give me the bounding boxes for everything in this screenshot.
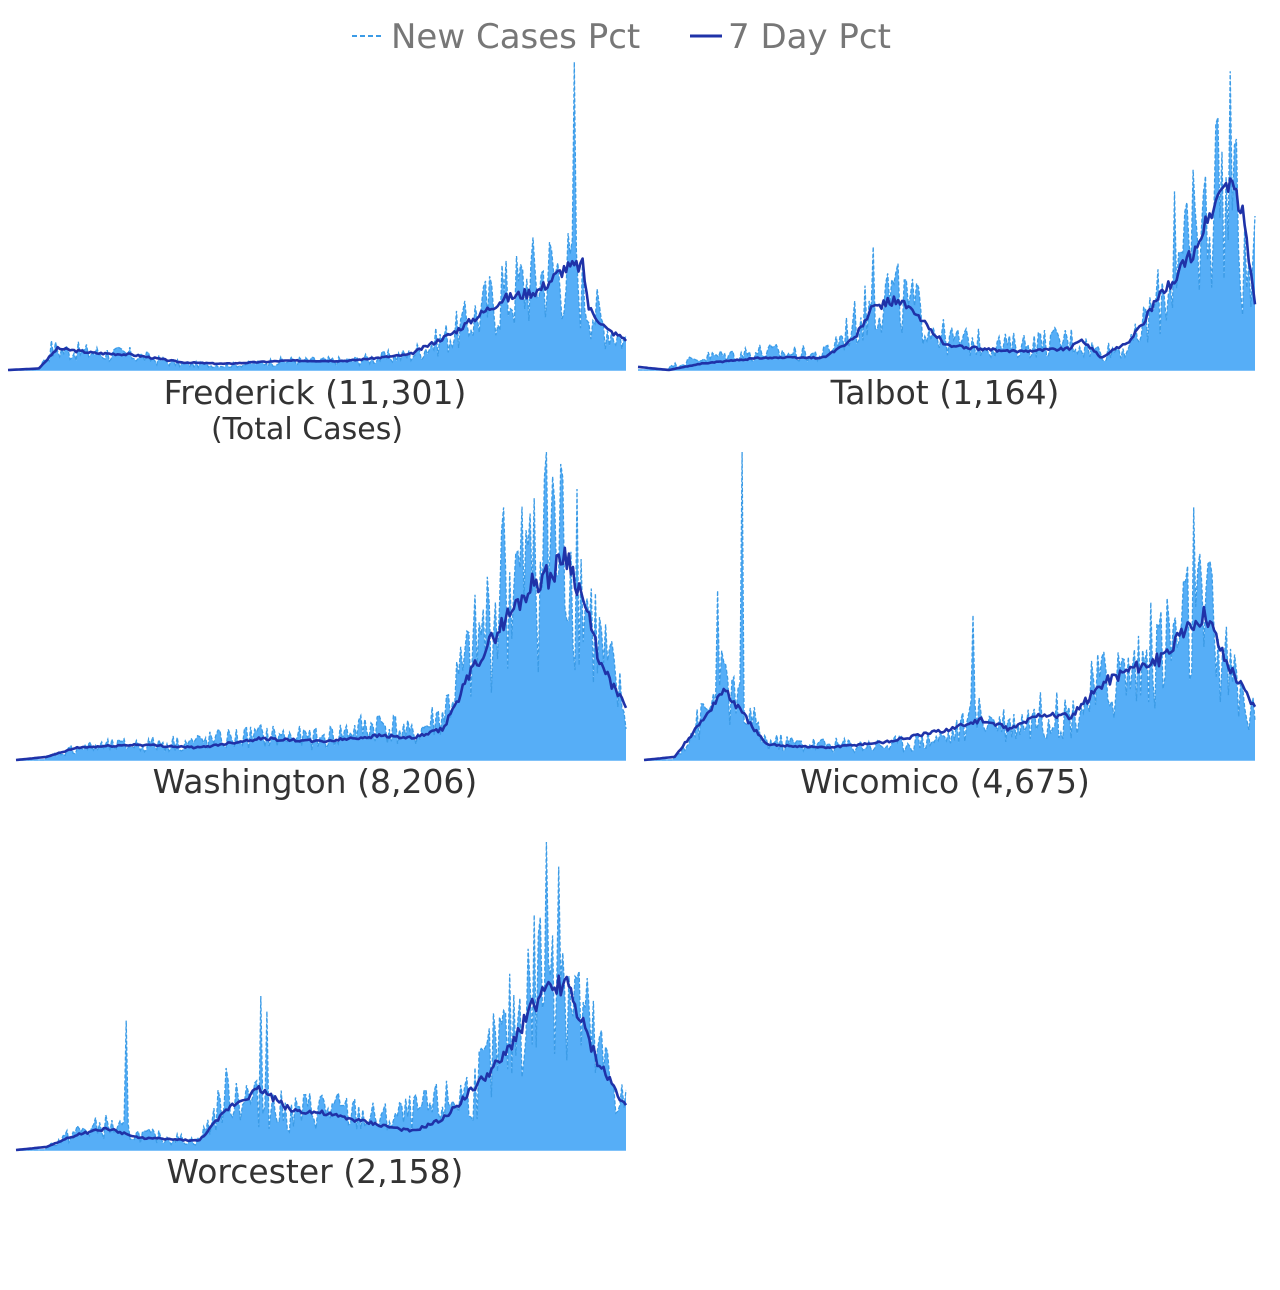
seven-day-line <box>637 177 1257 372</box>
legend-item-new-cases: New Cases Pct <box>352 17 640 57</box>
panel-title: Washington (8,206) <box>153 762 478 801</box>
seven-day-line <box>7 257 628 372</box>
seven-day-line <box>643 605 1257 762</box>
new-cases-line <box>644 451 1256 761</box>
legend-label-new-cases: New Cases Pct <box>391 17 640 57</box>
plot-area <box>643 451 1257 762</box>
seven-day-line <box>15 546 628 762</box>
panel-subtitle: (Total Cases) <box>211 412 403 447</box>
panel-worcester: Worcester (2,158) <box>15 841 628 1191</box>
seven-day-line <box>15 974 628 1152</box>
panel-talbot: Talbot (1,164) <box>637 71 1257 412</box>
legend: New Cases Pct 7 Day Pct <box>352 17 891 57</box>
panel-title: Frederick (11,301) <box>164 373 467 412</box>
plot-area <box>637 71 1257 372</box>
new-cases-line <box>16 451 627 761</box>
panel-washington: Washington (8,206) <box>15 451 628 801</box>
new-cases-area <box>16 452 626 760</box>
plot-area <box>15 451 628 762</box>
panel-title: Worcester (2,158) <box>167 1152 464 1191</box>
panel-wicomico: Wicomico (4,675) <box>643 451 1257 801</box>
legend-item-7-day: 7 Day Pct <box>690 17 891 57</box>
new-cases-area <box>8 62 626 370</box>
panel-title: Wicomico (4,675) <box>800 762 1090 801</box>
new-cases-area <box>16 842 626 1150</box>
panel-frederick: Frederick (11,301) (Total Cases) <box>7 61 628 447</box>
legend-label-7-day: 7 Day Pct <box>728 17 891 57</box>
panel-title: Talbot (1,164) <box>830 373 1060 412</box>
plot-area <box>15 841 628 1152</box>
new-cases-line <box>16 841 627 1151</box>
new-cases-area <box>644 452 1255 760</box>
plot-area <box>7 61 628 372</box>
new-cases-area <box>638 71 1255 370</box>
